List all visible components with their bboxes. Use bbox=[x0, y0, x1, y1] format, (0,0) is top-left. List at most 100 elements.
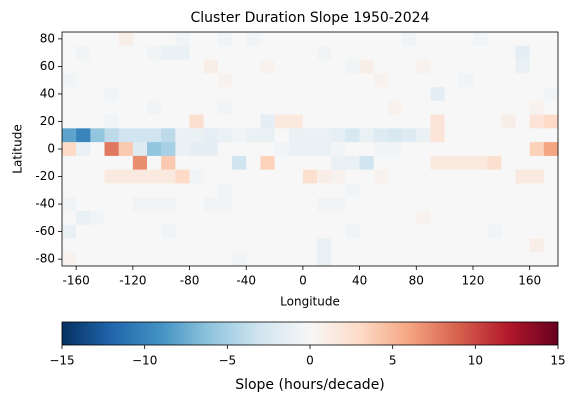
heat-cell bbox=[331, 155, 346, 170]
heat-cell bbox=[515, 32, 530, 47]
heat-cell bbox=[232, 224, 247, 239]
heat-cell bbox=[175, 252, 190, 267]
colorbar-tick-label: 15 bbox=[550, 354, 565, 368]
heat-cell bbox=[76, 224, 91, 239]
heat-cell bbox=[62, 100, 77, 115]
heat-cell bbox=[543, 87, 559, 102]
heat-cell bbox=[387, 155, 403, 170]
heat-cell bbox=[132, 87, 148, 102]
heat-cell bbox=[203, 100, 219, 115]
heat-cell bbox=[232, 142, 247, 157]
heat-cell bbox=[203, 238, 219, 253]
heat-cell bbox=[274, 183, 290, 198]
chart-title: Cluster Duration Slope 1950-2024 bbox=[191, 10, 430, 26]
heat-cell bbox=[274, 114, 290, 129]
heat-cell bbox=[90, 224, 105, 239]
heat-cell bbox=[147, 183, 162, 198]
heat-cell bbox=[416, 238, 431, 253]
heat-cell bbox=[246, 155, 261, 170]
heat-cell bbox=[430, 155, 445, 170]
heat-cell bbox=[543, 114, 559, 129]
heat-cell bbox=[260, 197, 275, 212]
heat-cell bbox=[118, 252, 134, 267]
heat-cell bbox=[430, 238, 445, 253]
heat-cell bbox=[444, 32, 460, 47]
heat-cell bbox=[161, 238, 176, 253]
heat-cell bbox=[288, 59, 304, 74]
heat-cell bbox=[317, 142, 332, 157]
heat-cell bbox=[132, 45, 148, 60]
heat-cell bbox=[76, 183, 91, 198]
heat-cell bbox=[203, 32, 219, 47]
heat-cell bbox=[232, 45, 247, 60]
heat-cell bbox=[387, 183, 403, 198]
heat-cell bbox=[76, 142, 91, 157]
heat-cell bbox=[529, 224, 545, 239]
heat-cell bbox=[217, 224, 233, 239]
heat-cell bbox=[288, 155, 304, 170]
heat-cell bbox=[246, 183, 261, 198]
heat-cell bbox=[217, 100, 233, 115]
heat-cell bbox=[62, 252, 77, 267]
heat-cell bbox=[147, 114, 162, 129]
heat-cell bbox=[416, 210, 431, 226]
heat-cell bbox=[543, 210, 559, 226]
heat-cell bbox=[76, 45, 91, 60]
heat-cell bbox=[543, 183, 559, 198]
heat-cell bbox=[132, 224, 148, 239]
heat-cell bbox=[203, 45, 219, 60]
heat-cell bbox=[416, 128, 431, 143]
heat-cell bbox=[543, 100, 559, 115]
heat-cell bbox=[260, 238, 275, 253]
heat-cell bbox=[302, 197, 318, 212]
colorbar-tick-label: 5 bbox=[389, 354, 397, 368]
heat-cell bbox=[217, 238, 233, 253]
heat-cell bbox=[373, 128, 389, 143]
heat-cell bbox=[345, 183, 360, 198]
heat-cell bbox=[260, 32, 275, 47]
heat-cell bbox=[260, 87, 275, 102]
heat-cell bbox=[387, 45, 403, 60]
heat-cell bbox=[487, 45, 502, 60]
heat-cell bbox=[331, 45, 346, 60]
heat-cell bbox=[302, 100, 318, 115]
heat-cell bbox=[444, 87, 460, 102]
heat-cell bbox=[444, 142, 460, 157]
heat-cell bbox=[217, 73, 233, 88]
heat-cell bbox=[373, 87, 389, 102]
heat-cell bbox=[458, 155, 474, 170]
heat-cell bbox=[317, 114, 332, 129]
heat-cell bbox=[317, 169, 332, 184]
heat-cell bbox=[543, 142, 559, 157]
heat-cell bbox=[487, 87, 502, 102]
heat-cell bbox=[501, 128, 516, 143]
heat-cell bbox=[402, 210, 417, 226]
heat-cell bbox=[161, 252, 176, 267]
x-tick-label: 0 bbox=[299, 274, 307, 288]
heat-cell bbox=[345, 114, 360, 129]
heat-cell bbox=[402, 59, 417, 74]
heat-cell bbox=[472, 238, 488, 253]
heat-cell bbox=[189, 210, 205, 226]
heat-cell bbox=[104, 210, 119, 226]
heat-cell bbox=[317, 32, 332, 47]
heat-cell bbox=[345, 155, 360, 170]
heat-cell bbox=[161, 142, 176, 157]
heat-cell bbox=[373, 59, 389, 74]
heat-cell bbox=[189, 252, 205, 267]
heat-cell bbox=[402, 73, 417, 88]
heat-cell bbox=[487, 197, 502, 212]
heat-cell bbox=[189, 197, 205, 212]
heat-cell bbox=[444, 100, 460, 115]
heat-cell bbox=[472, 128, 488, 143]
heat-cell bbox=[402, 100, 417, 115]
colorbar-tick-label: 0 bbox=[306, 354, 314, 368]
heat-cell bbox=[274, 155, 290, 170]
heat-cell bbox=[274, 73, 290, 88]
heat-cell bbox=[161, 128, 176, 143]
heat-cell bbox=[76, 59, 91, 74]
heat-cell bbox=[62, 155, 77, 170]
heat-cell bbox=[331, 210, 346, 226]
heat-cell bbox=[132, 183, 148, 198]
heat-cell bbox=[444, 169, 460, 184]
